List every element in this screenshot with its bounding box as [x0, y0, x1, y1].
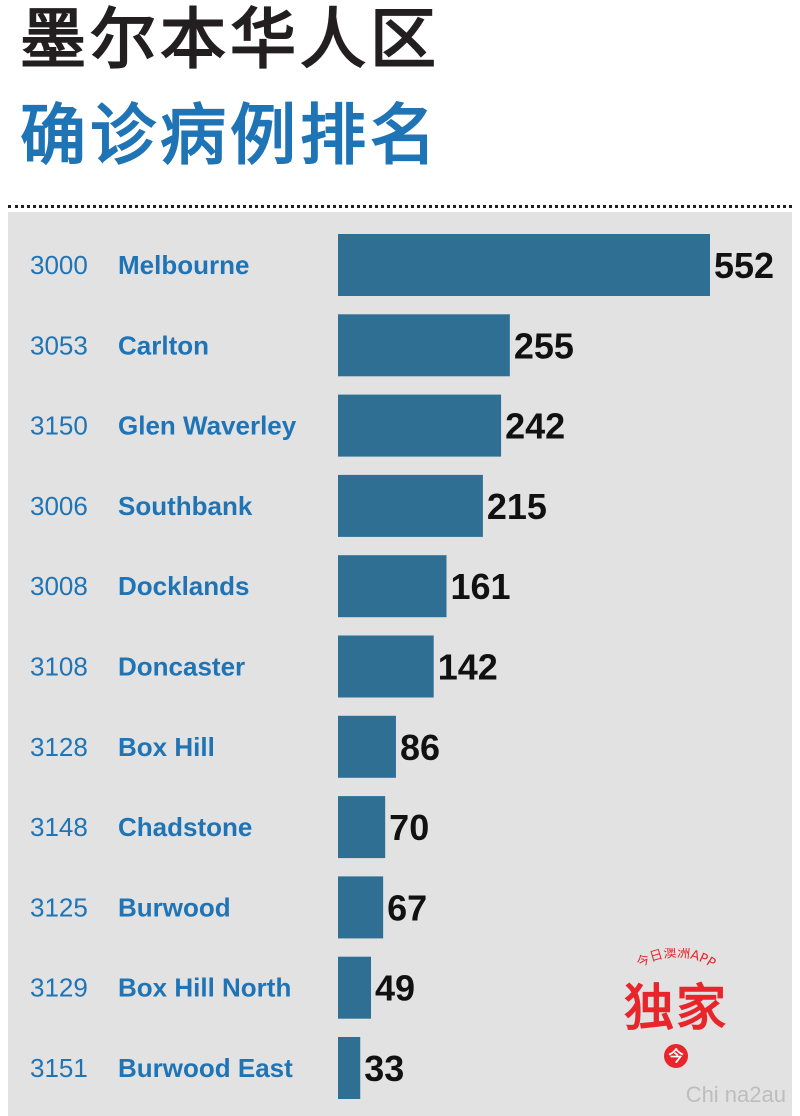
value-label: 552 — [714, 245, 774, 286]
postcode-label: 3000 — [30, 250, 88, 280]
suburb-label: Burwood — [118, 892, 231, 922]
bar — [338, 394, 502, 457]
badge-main-text: 独家 — [624, 979, 728, 1037]
badge-logo-icon: 今 — [664, 1044, 688, 1068]
value-label: 67 — [387, 887, 427, 928]
page-subtitle: 确诊病例排名 — [20, 97, 440, 174]
dotted-divider — [8, 205, 792, 208]
postcode-label: 3129 — [30, 973, 88, 1003]
suburb-label: Doncaster — [118, 652, 245, 682]
value-label: 215 — [487, 486, 547, 527]
postcode-label: 3148 — [30, 812, 88, 842]
bar-chart: 3000 Melbourne 552 3053 Carlton 255 3150 Glen W… — [30, 234, 774, 1099]
postcode-label: 3006 — [30, 491, 88, 521]
value-label: 242 — [505, 406, 565, 447]
postcode-label: 3128 — [30, 732, 88, 762]
bar — [338, 234, 710, 296]
bar — [338, 474, 483, 537]
bar — [338, 555, 447, 618]
suburb-label: Southbank — [118, 491, 253, 521]
badge-arc: 今日澳洲APP — [634, 948, 718, 972]
postcode-label: 3151 — [30, 1053, 88, 1083]
postcode-label: 3108 — [30, 652, 88, 682]
postcode-label: 3125 — [30, 892, 88, 922]
value-label: 86 — [400, 727, 440, 768]
bar — [338, 635, 434, 698]
value-label: 70 — [389, 807, 429, 848]
suburb-label: Burwood East — [118, 1053, 293, 1083]
value-label: 33 — [364, 1048, 404, 1089]
bar — [338, 1037, 361, 1099]
exclusive-badge: 今日澳洲APP 独家 今 — [612, 948, 740, 1076]
bar — [338, 956, 372, 1019]
bar — [338, 876, 384, 939]
value-label: 49 — [375, 968, 415, 1009]
watermark: Chi na2au — [685, 1082, 786, 1107]
suburb-label: Docklands — [118, 571, 250, 601]
suburb-label: Chadstone — [118, 812, 252, 842]
value-label: 161 — [451, 566, 511, 607]
postcode-label: 3053 — [30, 330, 88, 360]
value-label: 255 — [514, 325, 574, 366]
postcode-label: 3008 — [30, 571, 88, 601]
svg-text:今日澳洲APP: 今日澳洲APP — [634, 948, 718, 972]
badge-arc-text: 今日澳洲APP — [634, 948, 718, 972]
chart-panel: 3000 Melbourne 552 3053 Carlton 255 3150 Glen W… — [8, 212, 792, 1116]
suburb-label: Box Hill — [118, 732, 215, 762]
bar — [338, 314, 510, 377]
bar — [338, 796, 386, 859]
suburb-label: Glen Waverley — [118, 411, 297, 441]
bar — [338, 715, 396, 778]
suburb-label: Melbourne — [118, 250, 249, 280]
suburb-label: Carlton — [118, 330, 209, 360]
page-title: 墨尔本华人区 — [20, 1, 440, 78]
suburb-label: Box Hill North — [118, 973, 291, 1003]
value-label: 142 — [438, 647, 498, 688]
postcode-label: 3150 — [30, 411, 88, 441]
